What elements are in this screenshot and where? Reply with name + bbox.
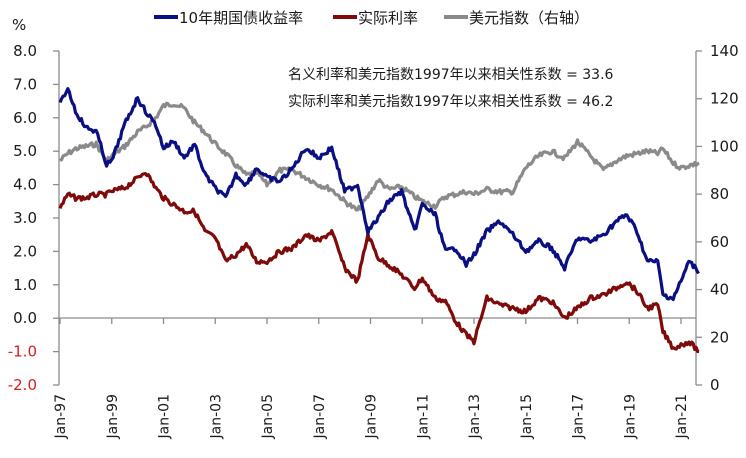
right-tick-label: 120 [710, 90, 739, 108]
x-tick-label: Jan-19 [622, 394, 638, 439]
left-tick-label: 0.0 [13, 309, 37, 327]
right-tick-label: 40 [710, 281, 729, 299]
legend-label: 实际利率 [358, 9, 418, 27]
right-tick-label: 140 [710, 42, 739, 60]
series-line-real-rate [58, 172, 700, 354]
x-tick-label: Jan-05 [260, 394, 276, 439]
right-tick-label: 0 [710, 376, 720, 394]
left-tick-label: 7.0 [13, 75, 37, 93]
x-tick-label: Jan-01 [157, 394, 173, 439]
x-tick-label: Jan-09 [364, 394, 380, 439]
left-tick-label: 8.0 [13, 42, 37, 60]
legend-item-real-rate: 实际利率 [333, 9, 418, 27]
left-tick-label: 5.0 [13, 142, 37, 160]
legend: 10年期国债收益率 实际利率 美元指数（右轴） [154, 9, 589, 27]
left-tick-label: -1.0 [8, 343, 37, 361]
x-tick-label: Jan-97 [53, 394, 69, 439]
left-tick-label: 1.0 [13, 276, 37, 294]
series [58, 87, 700, 354]
right-tick-label: 80 [710, 185, 729, 203]
x-tick-label: Jan-03 [208, 394, 224, 439]
annotation-nominal-correlation: 名义利率和美元指数1997年以来相关性系数 = 33.6 [288, 66, 614, 83]
right-tick-label: 60 [710, 233, 729, 251]
legend-item-dollar-index: 美元指数（右轴） [444, 9, 589, 27]
x-tick-label: Jan-99 [105, 394, 121, 439]
x-tick-label: Jan-15 [519, 394, 535, 439]
left-tick-label: 4.0 [13, 176, 37, 194]
left-tick-label: 6.0 [13, 109, 37, 127]
axes: 8.0 7.0 6.0 5.0 4.0 3.0 2.0 1.0 0.0 -1.0 -2.0 140 12… [8, 42, 739, 439]
series-line-dollar-index [59, 101, 700, 212]
x-tick-label: Jan-13 [467, 394, 483, 439]
x-tick-label: Jan-11 [415, 394, 431, 439]
left-tick-label: 3.0 [13, 209, 37, 227]
legend-label: 10年期国债收益率 [179, 9, 303, 27]
left-axis-unit: % [12, 16, 26, 34]
annotation-real-correlation: 实际利率和美元指数1997年以来相关性系数 = 46.2 [288, 93, 613, 110]
series-line-nominal-yield [58, 87, 700, 302]
x-tick-label: Jan-21 [674, 394, 690, 439]
left-tick-label: -2.0 [8, 376, 37, 394]
left-tick-label: 2.0 [13, 242, 37, 260]
right-tick-label: 100 [710, 137, 739, 155]
legend-label: 美元指数（右轴） [469, 9, 589, 27]
legend-item-nominal-yield: 10年期国债收益率 [154, 9, 303, 27]
x-tick-label: Jan-17 [571, 394, 587, 439]
right-tick-label: 20 [710, 328, 729, 346]
x-tick-label: Jan-07 [312, 394, 328, 439]
